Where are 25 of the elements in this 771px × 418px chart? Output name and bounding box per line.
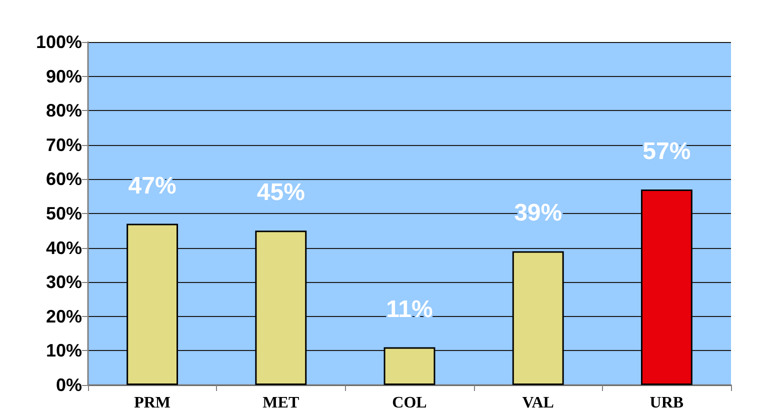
x-tick-label: URB <box>650 394 684 412</box>
y-tick-label: 90% <box>46 66 82 86</box>
y-tick-label: 80% <box>46 100 82 121</box>
x-tick-label: MET <box>262 394 300 412</box>
y-tick-label: 10% <box>46 340 82 361</box>
y-tick-label: 30% <box>46 272 82 292</box>
x-tick-label: COL <box>392 394 427 412</box>
y-tick-label: 20% <box>46 306 82 326</box>
bar <box>384 347 436 385</box>
bar <box>512 251 564 385</box>
x-tick-label: VAL <box>522 394 554 412</box>
y-tick-label: 100% <box>36 32 82 52</box>
data-label: 11% <box>386 296 433 323</box>
bar <box>255 230 307 385</box>
y-tick-label: 0% <box>56 375 82 395</box>
y-tick-label: 40% <box>46 238 82 258</box>
data-label: 57% <box>642 138 691 165</box>
x-tick-label: PRM <box>134 394 171 412</box>
data-label: 45% <box>256 179 305 206</box>
bar <box>126 224 178 385</box>
data-label: 47% <box>128 172 176 200</box>
y-tick-label: 50% <box>46 204 82 224</box>
y-tick-label: 60% <box>46 169 82 190</box>
y-tick-label: 70% <box>46 134 82 155</box>
bar <box>640 189 692 385</box>
